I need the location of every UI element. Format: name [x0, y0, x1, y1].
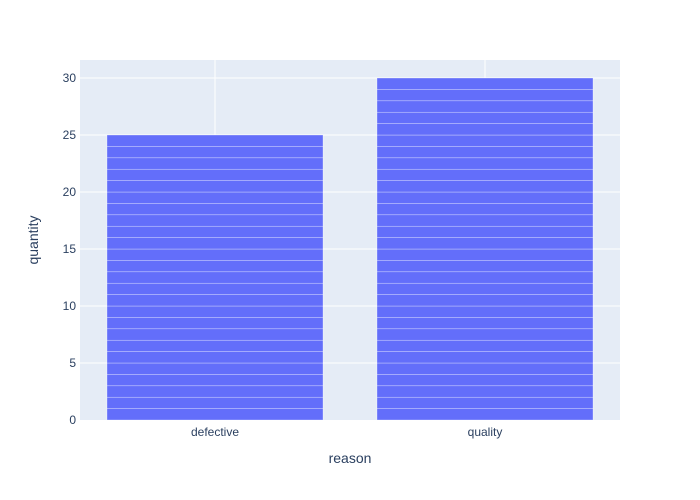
- bar-segment: [106, 374, 324, 387]
- bar-segment: [376, 282, 594, 295]
- bar-segment: [106, 305, 324, 318]
- bar-segment: [106, 260, 324, 273]
- bar-segment: [376, 237, 594, 250]
- x-tick-label: quality: [468, 425, 503, 439]
- bar-segment: [376, 123, 594, 136]
- bar-segment: [376, 362, 594, 375]
- x-axis-title: reason: [329, 450, 372, 466]
- bar-segment: [376, 134, 594, 147]
- bar-segment: [106, 180, 324, 193]
- y-axis-ticks: 0 5 10 15 20 25 30: [63, 71, 77, 427]
- bar-quality: [376, 77, 594, 421]
- bar-segment: [106, 214, 324, 227]
- bar-segment: [106, 396, 324, 409]
- bar-segment: [106, 157, 324, 170]
- bar-segment: [106, 362, 324, 375]
- bar-defective: [106, 134, 324, 421]
- bar-segment: [376, 100, 594, 113]
- bar-segment: [376, 157, 594, 170]
- bar-segment: [106, 408, 324, 421]
- bar-segment: [106, 339, 324, 352]
- y-tick-label: 15: [63, 242, 77, 256]
- bar-segment: [106, 282, 324, 295]
- bar-segment: [106, 328, 324, 341]
- bar-segment: [106, 203, 324, 216]
- bar-segment: [106, 351, 324, 364]
- bar-segment: [376, 260, 594, 273]
- bar-segment: [376, 203, 594, 216]
- bar-segment: [106, 294, 324, 307]
- bar-segment: [376, 77, 594, 90]
- y-tick-label: 20: [63, 185, 77, 199]
- bar-segment: [376, 146, 594, 159]
- bar-segment: [376, 396, 594, 409]
- bar-segment: [376, 351, 594, 364]
- bar-segment: [376, 339, 594, 352]
- bar-segment: [376, 168, 594, 181]
- bar-segment: [106, 385, 324, 398]
- y-tick-label: 30: [63, 71, 77, 85]
- y-tick-label: 25: [63, 128, 77, 142]
- bar-segment: [106, 248, 324, 261]
- bar-segment: [106, 134, 324, 147]
- y-tick-label: 0: [69, 413, 76, 427]
- y-tick-label: 5: [69, 356, 76, 370]
- y-tick-label: 10: [63, 299, 77, 313]
- bar-segment: [106, 237, 324, 250]
- bar-segment: [376, 294, 594, 307]
- bar-segment: [106, 191, 324, 204]
- bar-segment: [376, 111, 594, 124]
- bar-segment: [376, 408, 594, 421]
- bar-segment: [376, 214, 594, 227]
- bar-segment: [106, 317, 324, 330]
- x-tick-label: defective: [191, 425, 239, 439]
- bar-segment: [376, 180, 594, 193]
- y-axis-title: quantity: [25, 215, 41, 264]
- bar-segment: [376, 385, 594, 398]
- bar-segment: [376, 248, 594, 261]
- bar-segment: [376, 374, 594, 387]
- bar-segment: [376, 191, 594, 204]
- bar-segment: [106, 146, 324, 159]
- bar-segment: [376, 225, 594, 238]
- bar-segment: [376, 271, 594, 284]
- bars: [106, 77, 594, 421]
- bar-segment: [376, 305, 594, 318]
- bar-segment: [106, 225, 324, 238]
- bar-segment: [376, 89, 594, 102]
- bar-segment: [106, 168, 324, 181]
- bar-segment: [106, 271, 324, 284]
- bar-segment: [376, 328, 594, 341]
- bar-segment: [376, 317, 594, 330]
- x-axis-ticks: defective quality: [191, 425, 502, 439]
